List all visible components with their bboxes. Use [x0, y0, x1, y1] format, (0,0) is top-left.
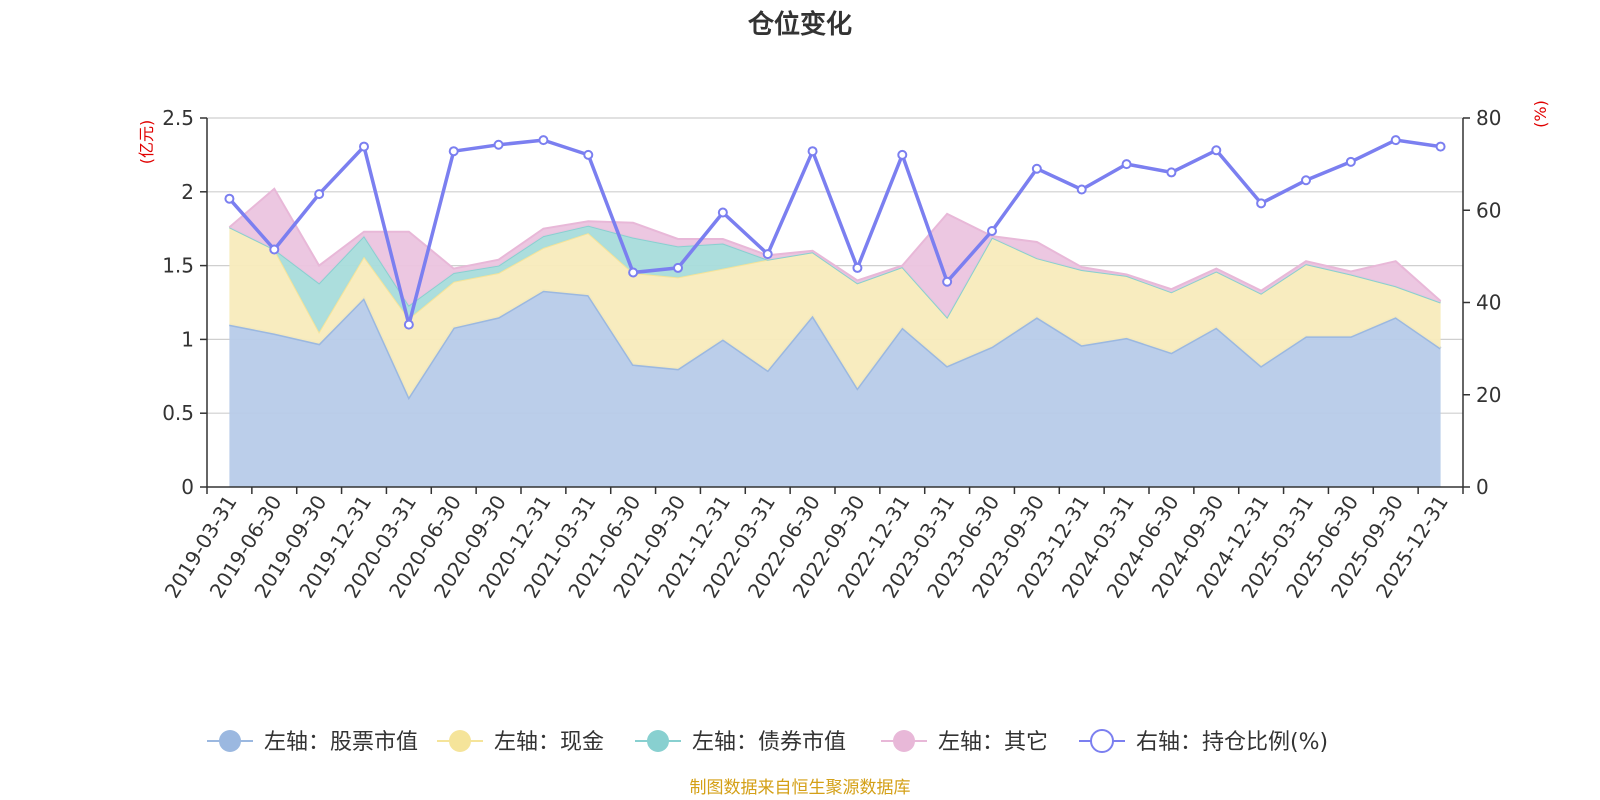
ratio-point[interactable] — [583, 149, 594, 160]
ratio-point[interactable] — [1435, 141, 1446, 152]
right-tick-label: 80 — [1476, 106, 1501, 130]
legend-label: 左轴：股票市值 — [264, 730, 418, 755]
source-note: 制图数据来自恒生聚源数据库 — [690, 778, 911, 798]
ratio-point[interactable] — [1076, 184, 1087, 195]
left-tick-label: 1.5 — [162, 254, 194, 278]
left-tick-label: 1 — [181, 327, 194, 351]
ratio-point[interactable] — [628, 267, 639, 278]
left-tick-label: 0 — [181, 475, 194, 499]
area-3 — [229, 225, 1441, 332]
ratio-point[interactable] — [807, 146, 818, 157]
ratio-point[interactable] — [269, 244, 280, 255]
left-axis-unit: (亿元) — [137, 120, 156, 165]
right-axis-unit: (%) — [1531, 100, 1550, 128]
area-2 — [229, 227, 1441, 397]
left-tick-label: 2 — [181, 180, 194, 204]
ratio-point[interactable] — [673, 262, 683, 273]
ratio-point[interactable] — [1301, 175, 1311, 186]
legend[interactable]: 左轴：股票市值 左轴：现金 左轴：债券市值 左轴：其它 右轴：持仓比例(%) — [207, 729, 1328, 755]
ratio-point[interactable] — [403, 319, 414, 330]
right-tick-label: 0 — [1476, 475, 1489, 499]
left-tick-label: 0.5 — [162, 401, 194, 425]
right-tick-label: 20 — [1476, 383, 1501, 407]
left-tick-label: 2.5 — [162, 106, 194, 130]
ratio-line-series — [224, 135, 1446, 330]
ratio-point[interactable] — [1390, 135, 1401, 146]
ratio-point[interactable] — [314, 189, 325, 200]
legend-item[interactable]: 右轴：持仓比例(%) — [1079, 729, 1328, 755]
ratio-point[interactable] — [942, 276, 953, 287]
ratio-point[interactable] — [224, 193, 235, 204]
legend-item[interactable]: 左轴：现金 — [437, 730, 604, 755]
right-tick-label: 60 — [1476, 198, 1501, 222]
legend-item[interactable]: 左轴：债券市值 — [635, 730, 846, 755]
ratio-point[interactable] — [1345, 156, 1356, 167]
ratio-point[interactable] — [1211, 145, 1222, 156]
area-edge-4 — [228, 187, 1442, 302]
legend-label: 右轴：持仓比例(%) — [1136, 730, 1328, 755]
right-tick-label: 40 — [1476, 291, 1501, 315]
legend-circle-icon — [647, 730, 669, 752]
ratio-point[interactable] — [538, 135, 549, 146]
ratio-point[interactable] — [852, 262, 863, 273]
legend-label: 左轴：债券市值 — [692, 730, 846, 755]
ratio-line — [228, 138, 1441, 327]
ratio-point[interactable] — [762, 249, 773, 260]
ratio-point[interactable] — [359, 141, 369, 152]
ratio-point[interactable] — [1166, 167, 1177, 178]
ratio-point[interactable] — [493, 139, 504, 150]
legend-item[interactable]: 左轴：其它 — [881, 730, 1048, 755]
legend-circle-icon — [893, 730, 915, 752]
ratio-point[interactable] — [1256, 198, 1267, 209]
ratio-point[interactable] — [717, 207, 728, 218]
legend-circle-icon — [449, 730, 471, 752]
ratio-point[interactable] — [987, 226, 997, 237]
ratio-point[interactable] — [1031, 163, 1042, 174]
area-series — [228, 187, 1442, 487]
legend-circle-icon — [219, 730, 241, 752]
ratio-point[interactable] — [897, 149, 908, 160]
legend-item[interactable]: 左轴：股票市值 — [207, 730, 418, 755]
legend-hollow-circle-icon — [1090, 729, 1114, 753]
area-1 — [229, 290, 1441, 487]
chart-title: 仓位变化 — [747, 9, 852, 40]
legend-label: 左轴：现金 — [494, 730, 604, 755]
legend-label: 左轴：其它 — [938, 730, 1048, 755]
ratio-point[interactable] — [1121, 159, 1132, 170]
ratio-point[interactable] — [448, 146, 459, 157]
